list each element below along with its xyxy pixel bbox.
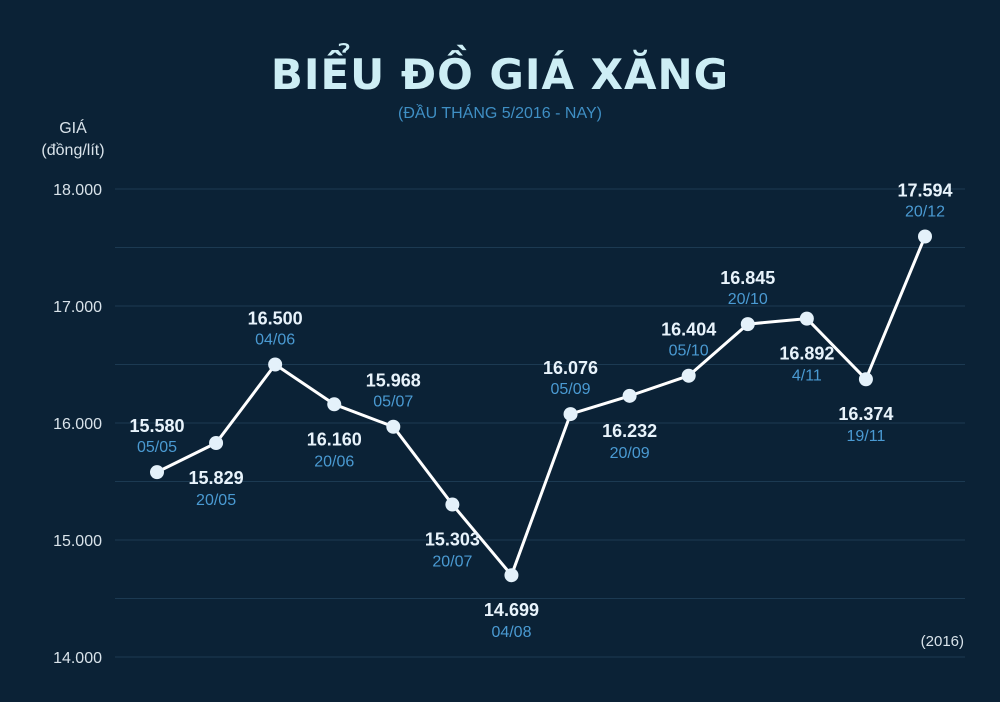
data-point [681, 368, 696, 383]
data-value-label: 16.892 [779, 344, 834, 364]
data-date-label: 20/09 [610, 445, 650, 462]
data-date-label: 04/06 [255, 332, 295, 349]
data-value-label: 15.580 [129, 416, 184, 436]
data-point [858, 372, 873, 387]
data-date-label: 20/10 [728, 291, 768, 308]
data-date-label: 20/12 [905, 204, 945, 221]
data-point [563, 407, 578, 422]
data-point [386, 419, 401, 434]
data-date-label: 20/07 [432, 554, 472, 571]
y-tick-label: 16.000 [53, 416, 102, 433]
data-point [327, 397, 342, 412]
data-date-label: 4/11 [792, 368, 822, 385]
data-value-label: 17.594 [897, 181, 952, 201]
data-point [622, 388, 637, 403]
data-point [740, 317, 755, 332]
data-point [268, 357, 283, 372]
y-axis-label: GIÁ (đồng/lít) [28, 118, 118, 162]
data-point [150, 465, 164, 480]
data-labels: 15.580 05/05 15.829 20/05 16.500 04/06 16.160 2… [129, 181, 952, 642]
data-value-label: 15.303 [425, 530, 480, 550]
data-value-label: 16.232 [602, 421, 657, 441]
data-points [150, 229, 932, 583]
y-tick-labels: 14.000 15.000 16.000 17.000 18.000 [53, 182, 102, 667]
data-point [799, 311, 814, 326]
data-date-label: 20/06 [314, 453, 354, 470]
y-tick-label: 14.000 [53, 650, 102, 667]
y-tick-label: 15.000 [53, 533, 102, 550]
data-value-label: 15.829 [189, 468, 244, 488]
data-point [504, 568, 519, 583]
data-point [445, 497, 460, 512]
data-value-label: 16.160 [307, 429, 362, 449]
data-value-label: 16.374 [838, 404, 893, 424]
data-value-label: 16.500 [248, 309, 303, 329]
y-tick-label: 18.000 [53, 182, 102, 199]
grid-layer [115, 188, 965, 658]
data-value-label: 15.968 [366, 371, 421, 391]
data-date-label: 05/09 [551, 381, 591, 398]
data-point [209, 436, 224, 451]
chart-subtitle: (ĐẦU THÁNG 5/2016 - NAY) [398, 105, 602, 122]
data-date-label: 19/11 [846, 428, 885, 445]
y-tick-label: 17.000 [53, 299, 102, 316]
data-date-label: 05/10 [669, 343, 709, 360]
data-value-label: 16.076 [543, 358, 598, 378]
y-axis-label-line-1: GIÁ [59, 120, 87, 137]
data-date-label: 04/08 [491, 624, 531, 641]
data-date-label: 20/05 [196, 492, 236, 509]
data-point [918, 229, 932, 244]
data-date-label: 05/07 [373, 394, 413, 411]
series-line [156, 235, 927, 577]
y-axis-label-line-2: (đồng/lít) [41, 142, 105, 159]
x-axis-label: (2016) [921, 633, 964, 650]
data-date-label: 05/05 [137, 439, 177, 456]
data-value-label: 14.699 [484, 600, 539, 620]
data-value-label: 16.404 [661, 320, 716, 340]
chart-title: BIỂU ĐỒ GIÁ XĂNG [270, 50, 730, 99]
data-value-label: 16.845 [720, 268, 775, 288]
